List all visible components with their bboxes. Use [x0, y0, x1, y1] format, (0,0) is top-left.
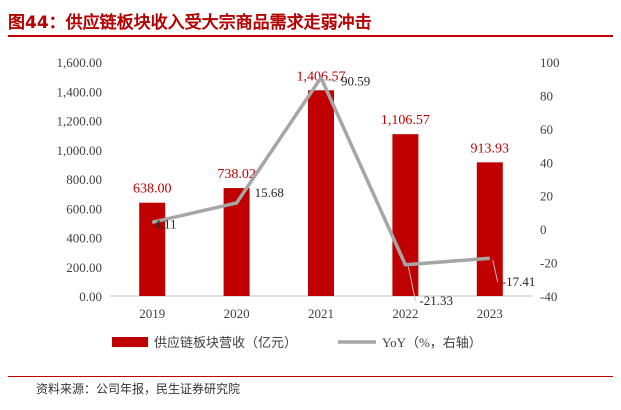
bar-series: [139, 90, 503, 296]
bar: [476, 162, 503, 296]
left-axis-ticks: 0.00 200.00 400.00 600.00 800.00 1,000.00 1,20…: [57, 55, 103, 304]
right-axis-ticks: -40 -20 0 20 40 60 80 100: [540, 55, 560, 304]
line-value-label: -21.33: [419, 293, 453, 308]
left-tick-label: 1,200.00: [57, 114, 103, 129]
line-value-label: 15.68: [255, 185, 284, 200]
title-divider: [8, 35, 613, 37]
right-tick-label: 40: [540, 155, 553, 170]
left-tick-label: 800.00: [66, 172, 102, 187]
bar-value-label: 638.00: [133, 182, 172, 197]
x-tick-label: 2022: [392, 306, 418, 321]
x-tick-label: 2019: [139, 306, 165, 321]
source-note: 资料来源：公司年报，民生证券研究院: [36, 382, 241, 396]
right-tick-label: 100: [540, 55, 560, 70]
figure-title: 图44：供应链板块收入受大宗商品需求走弱冲击: [8, 13, 372, 33]
right-tick-label: 80: [540, 88, 553, 103]
legend-bar-swatch: [112, 337, 148, 347]
left-tick-label: 200.00: [66, 260, 102, 275]
right-tick-label: -40: [540, 289, 557, 304]
line-data-labels: 4.11 15.68 90.59 -21.33 -17.41: [154, 74, 535, 308]
legend: 供应链板块营收（亿元） YoY（%，右轴）: [112, 335, 482, 350]
bar-value-label: 738.02: [217, 167, 256, 182]
x-tick-label: 2021: [308, 306, 334, 321]
bar-value-label: 913.93: [471, 141, 510, 156]
right-tick-label: 60: [540, 122, 553, 137]
bar-value-label: 1,106.57: [381, 113, 430, 128]
left-tick-label: 400.00: [66, 231, 102, 246]
line-value-label: 4.11: [154, 216, 176, 231]
x-axis-ticks: 2019 2020 2021 2022 2023: [139, 306, 503, 321]
label-leader-line: [492, 260, 499, 283]
left-tick-label: 1,400.00: [57, 84, 103, 99]
left-tick-label: 600.00: [66, 201, 102, 216]
right-tick-label: 20: [540, 189, 553, 204]
left-tick-label: 0.00: [79, 289, 102, 304]
right-tick-label: -20: [540, 256, 557, 271]
label-leader-line: [323, 79, 338, 83]
legend-line-label: YoY（%，右轴）: [382, 335, 482, 350]
line-series: [151, 75, 490, 267]
x-tick-label: 2023: [477, 306, 503, 321]
left-tick-label: 1,600.00: [57, 55, 103, 70]
bar: [392, 134, 419, 296]
line-value-label: 90.59: [341, 74, 370, 89]
bar: [308, 90, 334, 296]
legend-bar-label: 供应链板块营收（亿元）: [154, 335, 297, 350]
label-leader-line: [407, 266, 416, 301]
footer-divider: [8, 376, 613, 377]
left-tick-label: 1,000.00: [57, 143, 103, 158]
bar: [139, 202, 166, 296]
right-tick-label: 0: [540, 222, 547, 237]
line-value-label: -17.41: [502, 274, 536, 289]
yoy-line: [151, 75, 490, 267]
x-tick-label: 2020: [224, 306, 250, 321]
